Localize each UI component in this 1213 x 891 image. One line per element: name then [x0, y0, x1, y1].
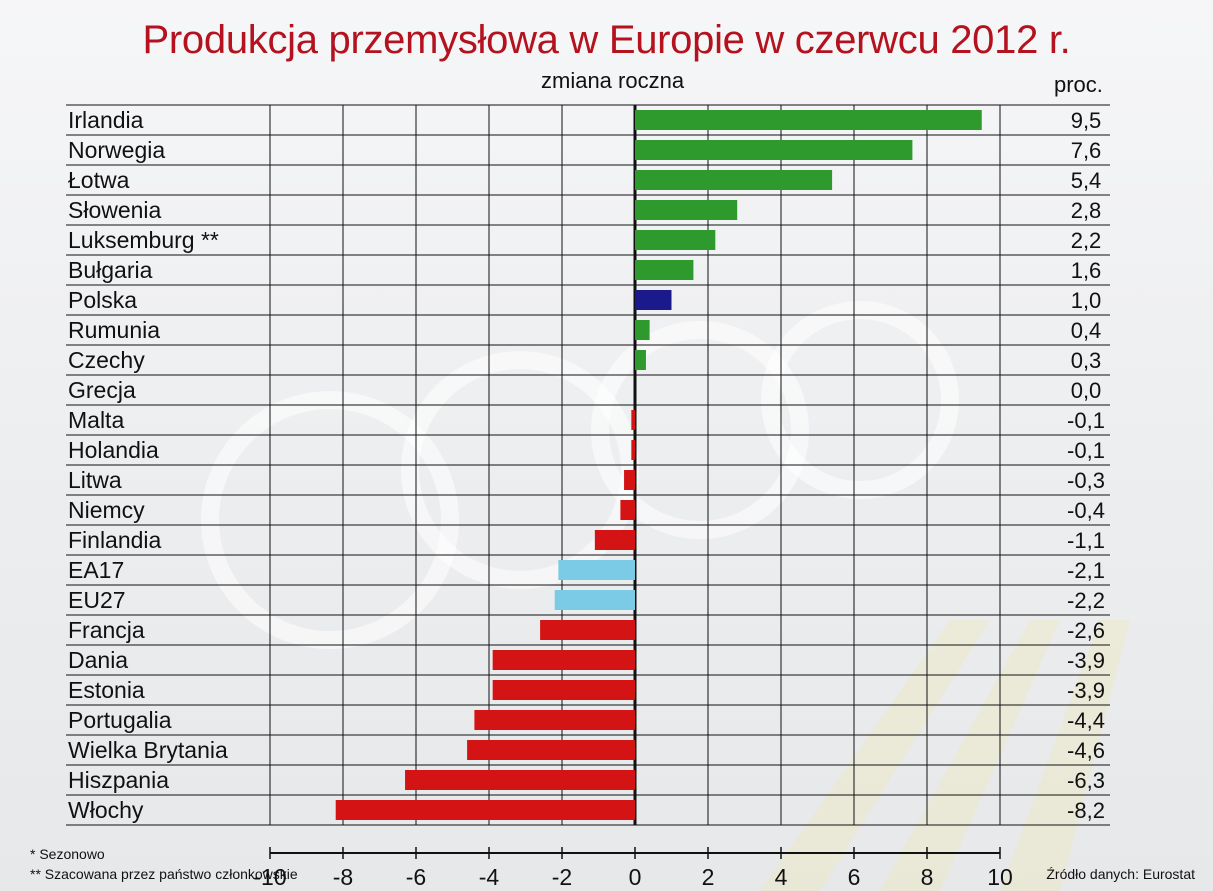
category-label: Dania — [68, 647, 128, 673]
category-label: EA17 — [68, 557, 124, 583]
value-label: -0,1 — [1067, 438, 1105, 463]
x-tick-label: 6 — [848, 864, 861, 890]
value-label: -4,6 — [1067, 738, 1105, 763]
x-tick-label: -4 — [479, 864, 500, 890]
bar — [474, 710, 635, 730]
bar — [594, 530, 635, 550]
bar — [631, 410, 635, 430]
bar — [620, 500, 635, 520]
value-label: 1,6 — [1071, 258, 1102, 283]
value-label: 0,3 — [1071, 348, 1102, 373]
bar — [335, 800, 635, 820]
x-tick-label: 10 — [987, 864, 1013, 890]
value-label: 7,6 — [1071, 138, 1102, 163]
x-tick-label: 4 — [775, 864, 788, 890]
category-labels: Irlandia Norwegia Łotwa Słowenia Luksemburg … — [68, 107, 228, 823]
bar — [624, 470, 635, 490]
bar — [405, 770, 635, 790]
x-tick-label: -8 — [333, 864, 353, 890]
bars — [335, 110, 982, 820]
x-tick-label: 2 — [702, 864, 715, 890]
category-label: Bułgaria — [68, 257, 153, 283]
value-label: -8,2 — [1067, 798, 1105, 823]
category-label: Wielka Brytania — [68, 737, 228, 763]
category-label: EU27 — [68, 587, 126, 613]
value-label: 2,8 — [1071, 198, 1102, 223]
category-label: Francja — [68, 617, 145, 643]
value-label: 1,0 — [1071, 288, 1102, 313]
bar — [635, 290, 672, 310]
bar — [558, 560, 635, 580]
value-label: -2,2 — [1067, 588, 1105, 613]
category-label: Irlandia — [68, 107, 144, 133]
value-label: 0,4 — [1071, 318, 1102, 343]
value-label: -1,1 — [1067, 528, 1105, 553]
category-label: Malta — [68, 407, 124, 433]
bar — [635, 320, 650, 340]
category-label: Norwegia — [68, 137, 165, 163]
value-label: -3,9 — [1067, 678, 1105, 703]
category-label: Hiszpania — [68, 767, 169, 793]
unit-label: proc. — [1054, 72, 1103, 97]
value-label: -0,4 — [1067, 498, 1105, 523]
x-tick-label: -2 — [552, 864, 572, 890]
value-label: -6,3 — [1067, 768, 1105, 793]
bar — [540, 620, 635, 640]
x-axis-ticks: -10 -8 -6 -4 -2 0 2 4 6 8 10 — [253, 847, 1013, 890]
value-labels: 9,5 7,6 5,4 2,8 2,2 1,6 1,0 0,4 0,3 0,0 -0,1 -0,1 -0… — [1067, 108, 1105, 823]
category-label: Portugalia — [68, 707, 172, 733]
category-label: Litwa — [68, 467, 122, 493]
value-label: 0,0 — [1071, 378, 1102, 403]
bar — [635, 140, 913, 160]
chart-grid — [66, 104, 1110, 826]
category-label: Grecja — [68, 377, 136, 403]
bar — [635, 200, 738, 220]
category-label: Finlandia — [68, 527, 162, 553]
category-label: Włochy — [68, 797, 144, 823]
x-tick-label: 0 — [629, 864, 642, 890]
chart-title: Produkcja przemysłowa w Europie w czerwc… — [142, 18, 1071, 62]
bar — [635, 170, 833, 190]
footnote-seasonal: * Sezonowo — [30, 846, 105, 862]
value-label: -2,6 — [1067, 618, 1105, 643]
chart-subtitle: zmiana roczna — [541, 68, 685, 93]
value-label: -2,1 — [1067, 558, 1105, 583]
category-label: Luksemburg ** — [68, 227, 219, 253]
value-label: -3,9 — [1067, 648, 1105, 673]
category-label: Rumunia — [68, 317, 160, 343]
footnote-estimated: ** Szacowana przez państwo członkowskie — [30, 866, 298, 882]
category-label: Holandia — [68, 437, 159, 463]
value-label: 5,4 — [1071, 168, 1102, 193]
category-label: Czechy — [68, 347, 145, 373]
category-label: Łotwa — [68, 167, 130, 193]
value-label: 2,2 — [1071, 228, 1102, 253]
value-label: 9,5 — [1071, 108, 1102, 133]
category-label: Polska — [68, 287, 137, 313]
bar — [635, 350, 646, 370]
source-note: Źródło danych: Eurostat — [1046, 866, 1195, 882]
bar — [554, 590, 635, 610]
x-tick-label: -6 — [406, 864, 426, 890]
bar — [492, 680, 635, 700]
value-label: -0,1 — [1067, 408, 1105, 433]
bar — [635, 110, 982, 130]
bar — [635, 230, 716, 250]
x-tick-label: 8 — [921, 864, 934, 890]
category-label: Słowenia — [68, 197, 162, 223]
category-label: Estonia — [68, 677, 145, 703]
category-label: Niemcy — [68, 497, 145, 523]
bar — [635, 260, 694, 280]
x-tick-label: -10 — [253, 864, 286, 890]
bar — [492, 650, 635, 670]
value-label: -4,4 — [1067, 708, 1105, 733]
bar — [631, 440, 635, 460]
bar — [467, 740, 635, 760]
value-label: -0,3 — [1067, 468, 1105, 493]
